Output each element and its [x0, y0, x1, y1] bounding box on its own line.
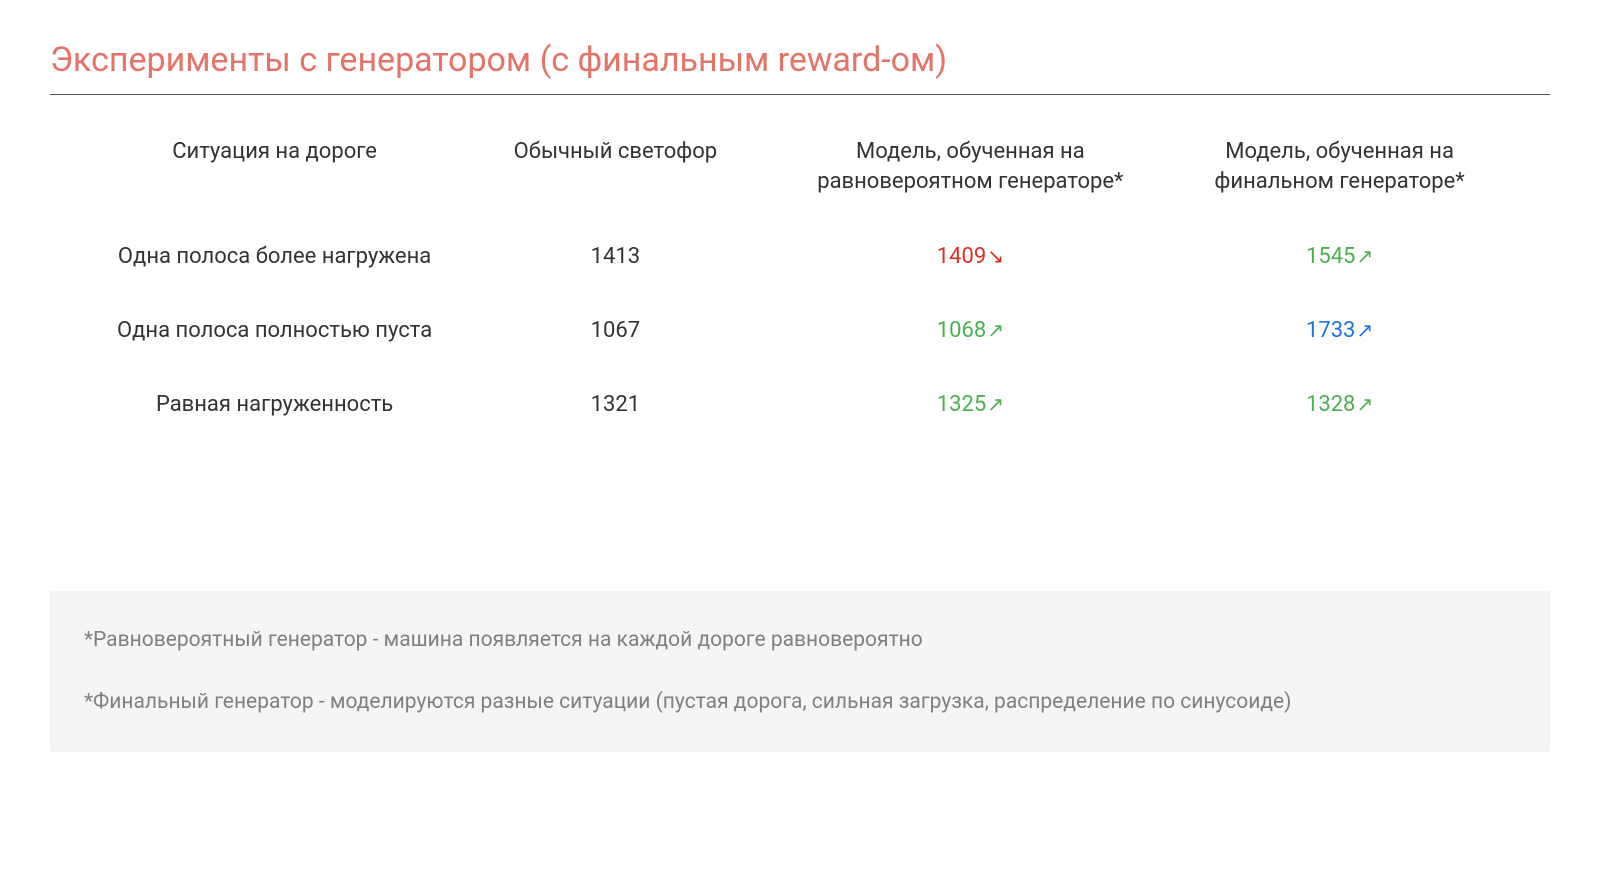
col-header-model-b: Модель, обученная на финальном генератор…	[1169, 125, 1510, 220]
results-table: Ситуация на дороге Обычный светофор Моде…	[90, 125, 1510, 441]
value-text: 1325	[937, 392, 986, 417]
row-label: Равная нагруженность	[90, 368, 459, 442]
col-header-situation: Ситуация на дороге	[90, 125, 459, 220]
table-row: Одна полоса полностью пуста 1067 1068↗ 1…	[90, 294, 1510, 368]
model-a-value: 1409↘	[772, 220, 1170, 294]
value-text: 1545	[1306, 244, 1355, 269]
model-b-value: 1733↗	[1169, 294, 1510, 368]
model-b-value: 1545↗	[1169, 220, 1510, 294]
value-text: 1733	[1306, 318, 1355, 343]
row-label: Одна полоса полностью пуста	[90, 294, 459, 368]
baseline-value: 1321	[459, 368, 771, 442]
footnote: *Равновероятный генератор - машина появл…	[84, 625, 1516, 657]
value-text: 1409	[937, 244, 986, 269]
results-table-wrap: Ситуация на дороге Обычный светофор Моде…	[50, 125, 1550, 441]
footnotes-box: *Равновероятный генератор - машина появл…	[50, 591, 1550, 752]
model-a-value: 1068↗	[772, 294, 1170, 368]
page-title: Эксперименты с генератором (с финальным …	[50, 40, 1550, 95]
model-a-value: 1325↗	[772, 368, 1170, 442]
baseline-value: 1067	[459, 294, 771, 368]
baseline-value: 1413	[459, 220, 771, 294]
arrow-up-icon: ↗	[1356, 244, 1373, 268]
arrow-up-icon: ↗	[1356, 392, 1373, 416]
table-row: Равная нагруженность 1321 1325↗ 1328↗	[90, 368, 1510, 442]
arrow-up-icon: ↗	[1356, 318, 1373, 342]
arrow-up-icon: ↗	[987, 392, 1004, 416]
value-text: 1068	[937, 318, 986, 343]
model-b-value: 1328↗	[1169, 368, 1510, 442]
table-row: Одна полоса более нагружена 1413 1409↘ 1…	[90, 220, 1510, 294]
row-label: Одна полоса более нагружена	[90, 220, 459, 294]
col-header-baseline: Обычный светофор	[459, 125, 771, 220]
arrow-down-icon: ↘	[987, 244, 1004, 268]
value-text: 1328	[1306, 392, 1355, 417]
table-header-row: Ситуация на дороге Обычный светофор Моде…	[90, 125, 1510, 220]
arrow-up-icon: ↗	[987, 318, 1004, 342]
footnote: *Финальный генератор - моделируются разн…	[84, 687, 1516, 719]
col-header-model-a: Модель, обученная на равновероятном гене…	[772, 125, 1170, 220]
